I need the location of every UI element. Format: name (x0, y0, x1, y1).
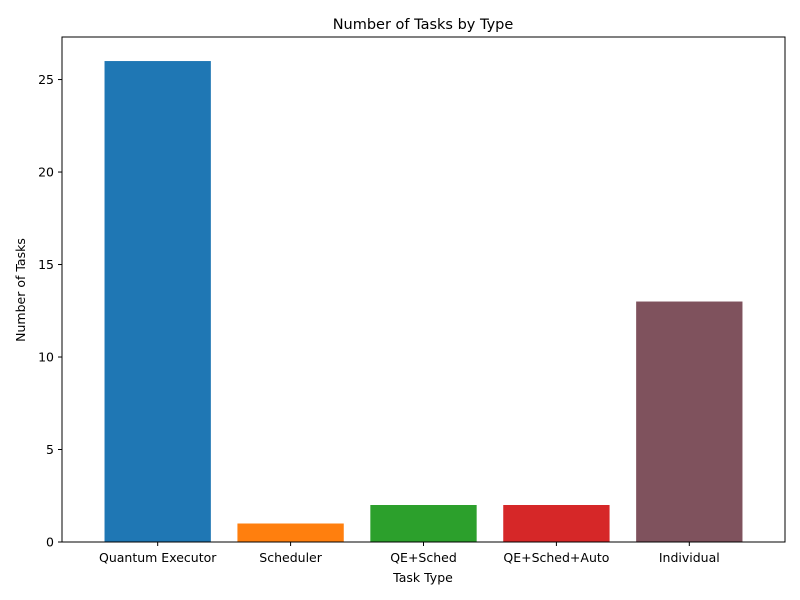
y-tick-label: 10 (38, 350, 54, 365)
bar-scheduler (237, 523, 344, 542)
x-tick-label: Scheduler (259, 550, 322, 565)
bar-individual (636, 301, 743, 542)
bars-group (104, 61, 743, 543)
y-tick-label: 0 (46, 535, 54, 550)
x-tick-label: QE+Sched+Auto (503, 550, 609, 565)
x-tick-label: Individual (659, 550, 720, 565)
y-tick-label: 5 (46, 442, 54, 457)
y-axis: 0 5 10 15 20 25 (38, 72, 62, 550)
y-axis-label: Number of Tasks (13, 238, 28, 342)
y-tick-label: 20 (38, 165, 54, 180)
y-tick-label: 15 (38, 257, 54, 272)
y-tick-label: 25 (38, 72, 54, 87)
plot-frame (61, 36, 786, 543)
x-tick-label: QE+Sched (390, 550, 457, 565)
bar-qe-sched (370, 505, 477, 542)
x-axis-label: Task Type (392, 570, 453, 585)
bar-quantum-executor (104, 61, 211, 543)
bar-qe-sched-auto (503, 505, 610, 542)
chart-title: Number of Tasks by Type (333, 17, 514, 33)
x-axis: Quantum Executor Scheduler QE+Sched QE+Sche… (99, 542, 720, 565)
x-tick-label: Quantum Executor (99, 550, 217, 565)
